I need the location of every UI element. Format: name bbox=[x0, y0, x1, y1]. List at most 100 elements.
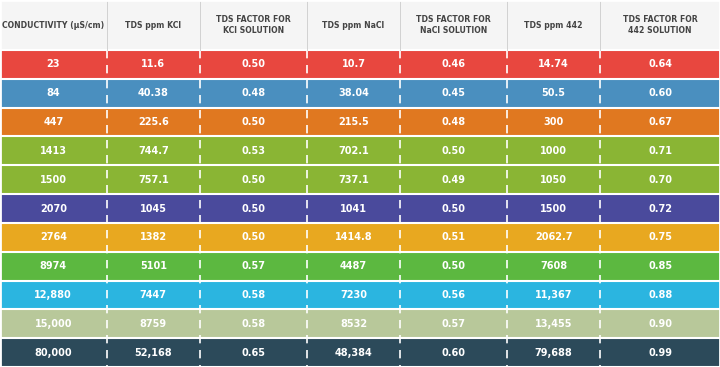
Bar bbox=[0, 252, 107, 280]
Text: 2070: 2070 bbox=[40, 203, 67, 214]
Bar bbox=[507, 280, 600, 309]
Bar bbox=[0, 280, 107, 309]
Bar bbox=[307, 194, 400, 223]
Text: 1382: 1382 bbox=[140, 232, 167, 242]
Text: TDS FACTOR FOR
NaCl SOLUTION: TDS FACTOR FOR NaCl SOLUTION bbox=[416, 15, 491, 35]
Text: 0.60: 0.60 bbox=[441, 348, 466, 357]
Bar bbox=[400, 137, 507, 165]
Text: 1000: 1000 bbox=[540, 146, 567, 156]
Bar bbox=[107, 0, 200, 50]
Text: 23: 23 bbox=[47, 59, 60, 69]
Text: 0.50: 0.50 bbox=[441, 261, 466, 271]
Bar bbox=[107, 338, 200, 367]
Bar bbox=[507, 165, 600, 194]
Bar bbox=[107, 309, 200, 338]
Bar bbox=[307, 137, 400, 165]
Text: 0.50: 0.50 bbox=[241, 59, 266, 69]
Bar bbox=[600, 108, 720, 137]
Text: 0.45: 0.45 bbox=[441, 88, 466, 98]
Text: 0.56: 0.56 bbox=[441, 290, 466, 300]
Text: 11,367: 11,367 bbox=[535, 290, 572, 300]
Text: 15,000: 15,000 bbox=[35, 319, 72, 329]
Bar bbox=[107, 280, 200, 309]
Text: 0.58: 0.58 bbox=[241, 290, 266, 300]
Text: 0.72: 0.72 bbox=[648, 203, 672, 214]
Bar bbox=[400, 50, 507, 79]
Text: 300: 300 bbox=[544, 117, 564, 127]
Bar bbox=[507, 252, 600, 280]
Bar bbox=[200, 165, 307, 194]
Bar bbox=[400, 194, 507, 223]
Bar bbox=[0, 0, 107, 50]
Text: 0.50: 0.50 bbox=[441, 203, 466, 214]
Bar bbox=[400, 165, 507, 194]
Bar bbox=[400, 252, 507, 280]
Bar bbox=[600, 280, 720, 309]
Bar bbox=[0, 108, 107, 137]
Text: 1041: 1041 bbox=[340, 203, 367, 214]
Text: 8759: 8759 bbox=[140, 319, 167, 329]
Bar bbox=[0, 137, 107, 165]
Bar bbox=[107, 252, 200, 280]
Text: 0.51: 0.51 bbox=[441, 232, 466, 242]
Text: 0.48: 0.48 bbox=[441, 117, 466, 127]
Text: 0.57: 0.57 bbox=[241, 261, 266, 271]
Text: 1500: 1500 bbox=[40, 175, 67, 185]
Bar bbox=[507, 223, 600, 252]
Bar bbox=[507, 108, 600, 137]
Text: 0.75: 0.75 bbox=[648, 232, 672, 242]
Text: 12,880: 12,880 bbox=[35, 290, 72, 300]
Bar bbox=[400, 338, 507, 367]
Bar bbox=[0, 165, 107, 194]
Text: 38.04: 38.04 bbox=[338, 88, 369, 98]
Text: 225.6: 225.6 bbox=[138, 117, 168, 127]
Text: 0.50: 0.50 bbox=[441, 146, 466, 156]
Bar bbox=[507, 338, 600, 367]
Text: 0.57: 0.57 bbox=[441, 319, 466, 329]
Bar bbox=[400, 280, 507, 309]
Text: 7230: 7230 bbox=[340, 290, 367, 300]
Bar bbox=[200, 137, 307, 165]
Bar bbox=[307, 108, 400, 137]
Bar bbox=[0, 309, 107, 338]
Text: 50.5: 50.5 bbox=[541, 88, 566, 98]
Text: 11.6: 11.6 bbox=[141, 59, 166, 69]
Bar bbox=[200, 50, 307, 79]
Bar bbox=[107, 137, 200, 165]
Text: CONDUCTIVITY (μS/cm): CONDUCTIVITY (μS/cm) bbox=[2, 21, 104, 29]
Text: 79,688: 79,688 bbox=[535, 348, 572, 357]
Text: TDS FACTOR FOR
442 SOLUTION: TDS FACTOR FOR 442 SOLUTION bbox=[623, 15, 698, 35]
Text: 1413: 1413 bbox=[40, 146, 67, 156]
Text: 0.46: 0.46 bbox=[441, 59, 466, 69]
Bar bbox=[0, 338, 107, 367]
Bar bbox=[400, 309, 507, 338]
Text: 8974: 8974 bbox=[40, 261, 67, 271]
Text: TDS ppm NaCl: TDS ppm NaCl bbox=[323, 21, 384, 29]
Bar bbox=[200, 0, 307, 50]
Bar bbox=[600, 309, 720, 338]
Bar bbox=[307, 338, 400, 367]
Bar bbox=[400, 0, 507, 50]
Bar bbox=[507, 137, 600, 165]
Text: 0.50: 0.50 bbox=[241, 232, 266, 242]
Text: 4487: 4487 bbox=[340, 261, 367, 271]
Text: 0.50: 0.50 bbox=[241, 117, 266, 127]
Text: 0.50: 0.50 bbox=[241, 175, 266, 185]
Bar bbox=[0, 223, 107, 252]
Bar bbox=[107, 79, 200, 108]
Bar bbox=[200, 79, 307, 108]
Bar bbox=[200, 194, 307, 223]
Bar bbox=[307, 50, 400, 79]
Bar bbox=[0, 50, 107, 79]
Bar bbox=[107, 165, 200, 194]
Bar bbox=[107, 223, 200, 252]
Text: 0.53: 0.53 bbox=[241, 146, 266, 156]
Bar bbox=[507, 0, 600, 50]
Text: 0.48: 0.48 bbox=[241, 88, 266, 98]
Bar bbox=[400, 108, 507, 137]
Text: 0.65: 0.65 bbox=[241, 348, 266, 357]
Text: 0.71: 0.71 bbox=[648, 146, 672, 156]
Bar bbox=[600, 338, 720, 367]
Text: 447: 447 bbox=[43, 117, 63, 127]
Text: TDS ppm KCl: TDS ppm KCl bbox=[125, 21, 181, 29]
